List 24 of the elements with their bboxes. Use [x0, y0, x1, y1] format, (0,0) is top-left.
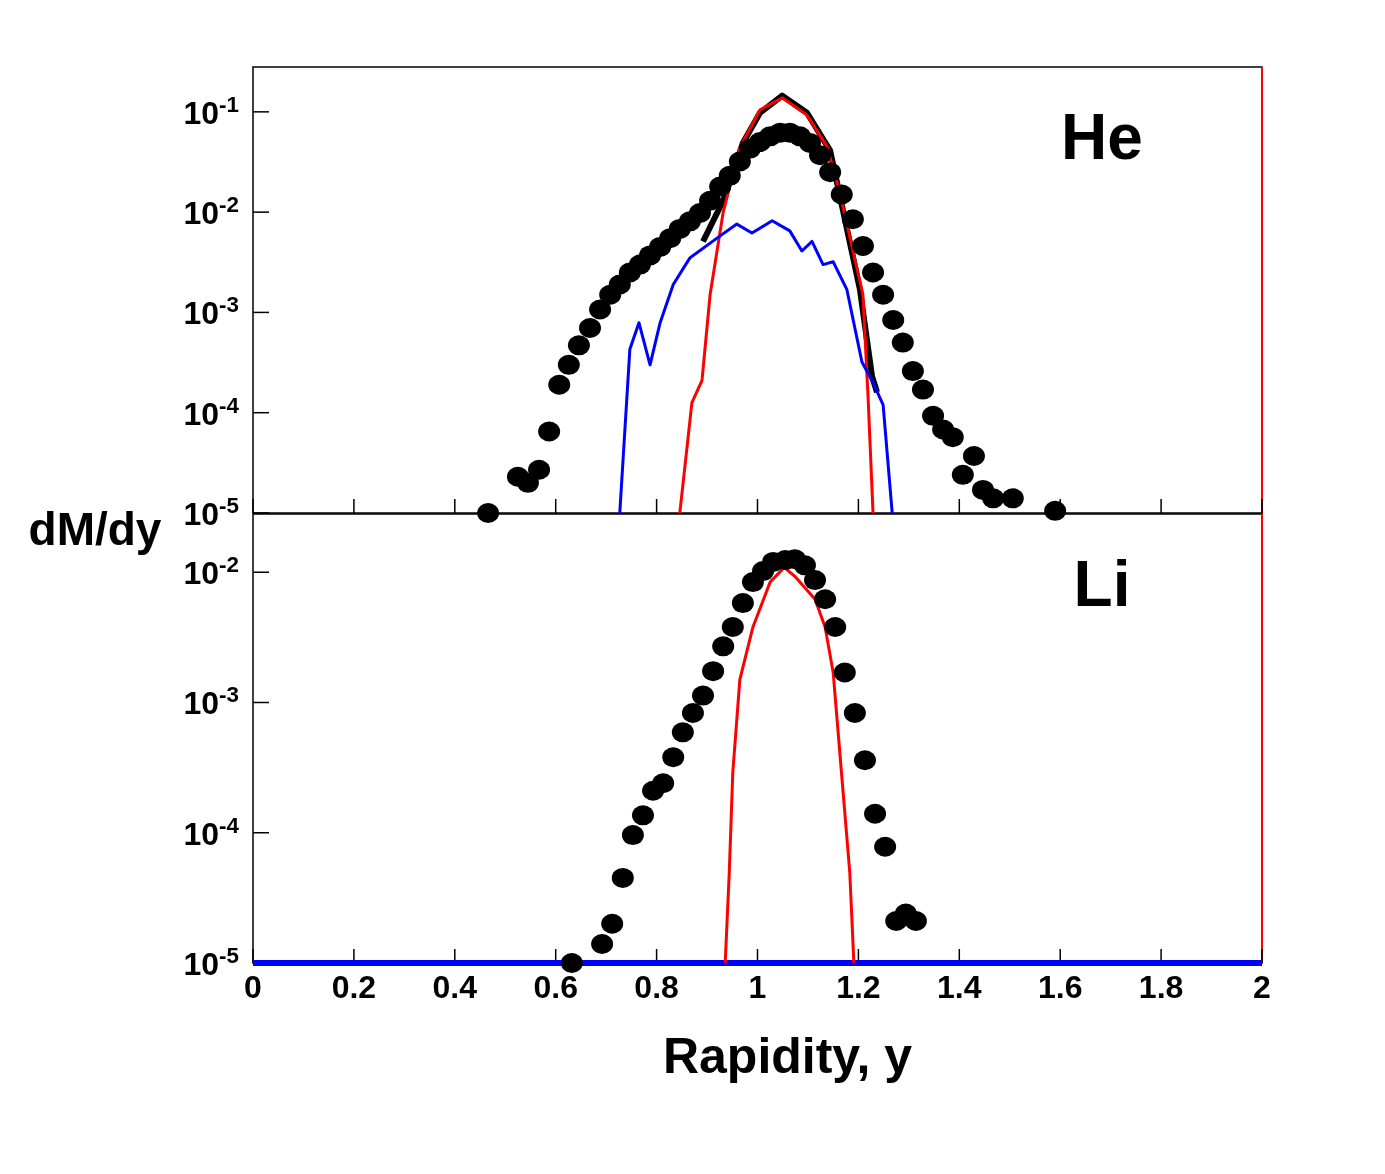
- y-tick-label: 10$^{-5}$: [183, 492, 239, 532]
- y-tick-label: 10$^{-1}$: [183, 91, 239, 131]
- x-tick-label: 0: [244, 969, 262, 1005]
- annotation: He: [1061, 101, 1143, 173]
- x-tick-label: 0.8: [634, 969, 679, 1005]
- x-tick-label: 1.6: [1037, 969, 1083, 1005]
- y-tick-label: 10$^{-4}$: [183, 392, 240, 432]
- y-tick-label: 10$^{-2}$: [183, 551, 239, 592]
- x-tick-label: 1.2: [836, 969, 881, 1005]
- x-tick-label: 0.2: [331, 969, 377, 1005]
- x-tick-label: 1: [748, 969, 767, 1005]
- x-tick-label: 0.6: [533, 969, 578, 1005]
- x-axis-title: Rapidity, y: [662, 1028, 913, 1084]
- x-tick-label: 0.4: [432, 969, 478, 1005]
- y-axis-title: dM/dy: [28, 503, 162, 555]
- y-tick-label: 10$^{-4}$: [183, 812, 240, 852]
- x-tick-label: 1.4: [937, 969, 982, 1005]
- x-tick-label: 1.8: [1138, 969, 1184, 1005]
- y-tick-label: 10$^{-5}$: [183, 942, 239, 982]
- y-tick-label: 10$^{-3}$: [183, 291, 239, 332]
- y-tick-label: 10$^{-3}$: [183, 682, 239, 722]
- y-tick-label: 10$^{-2}$: [183, 191, 239, 232]
- annotation: Li: [1073, 548, 1131, 620]
- x-tick-label: 2: [1253, 969, 1271, 1005]
